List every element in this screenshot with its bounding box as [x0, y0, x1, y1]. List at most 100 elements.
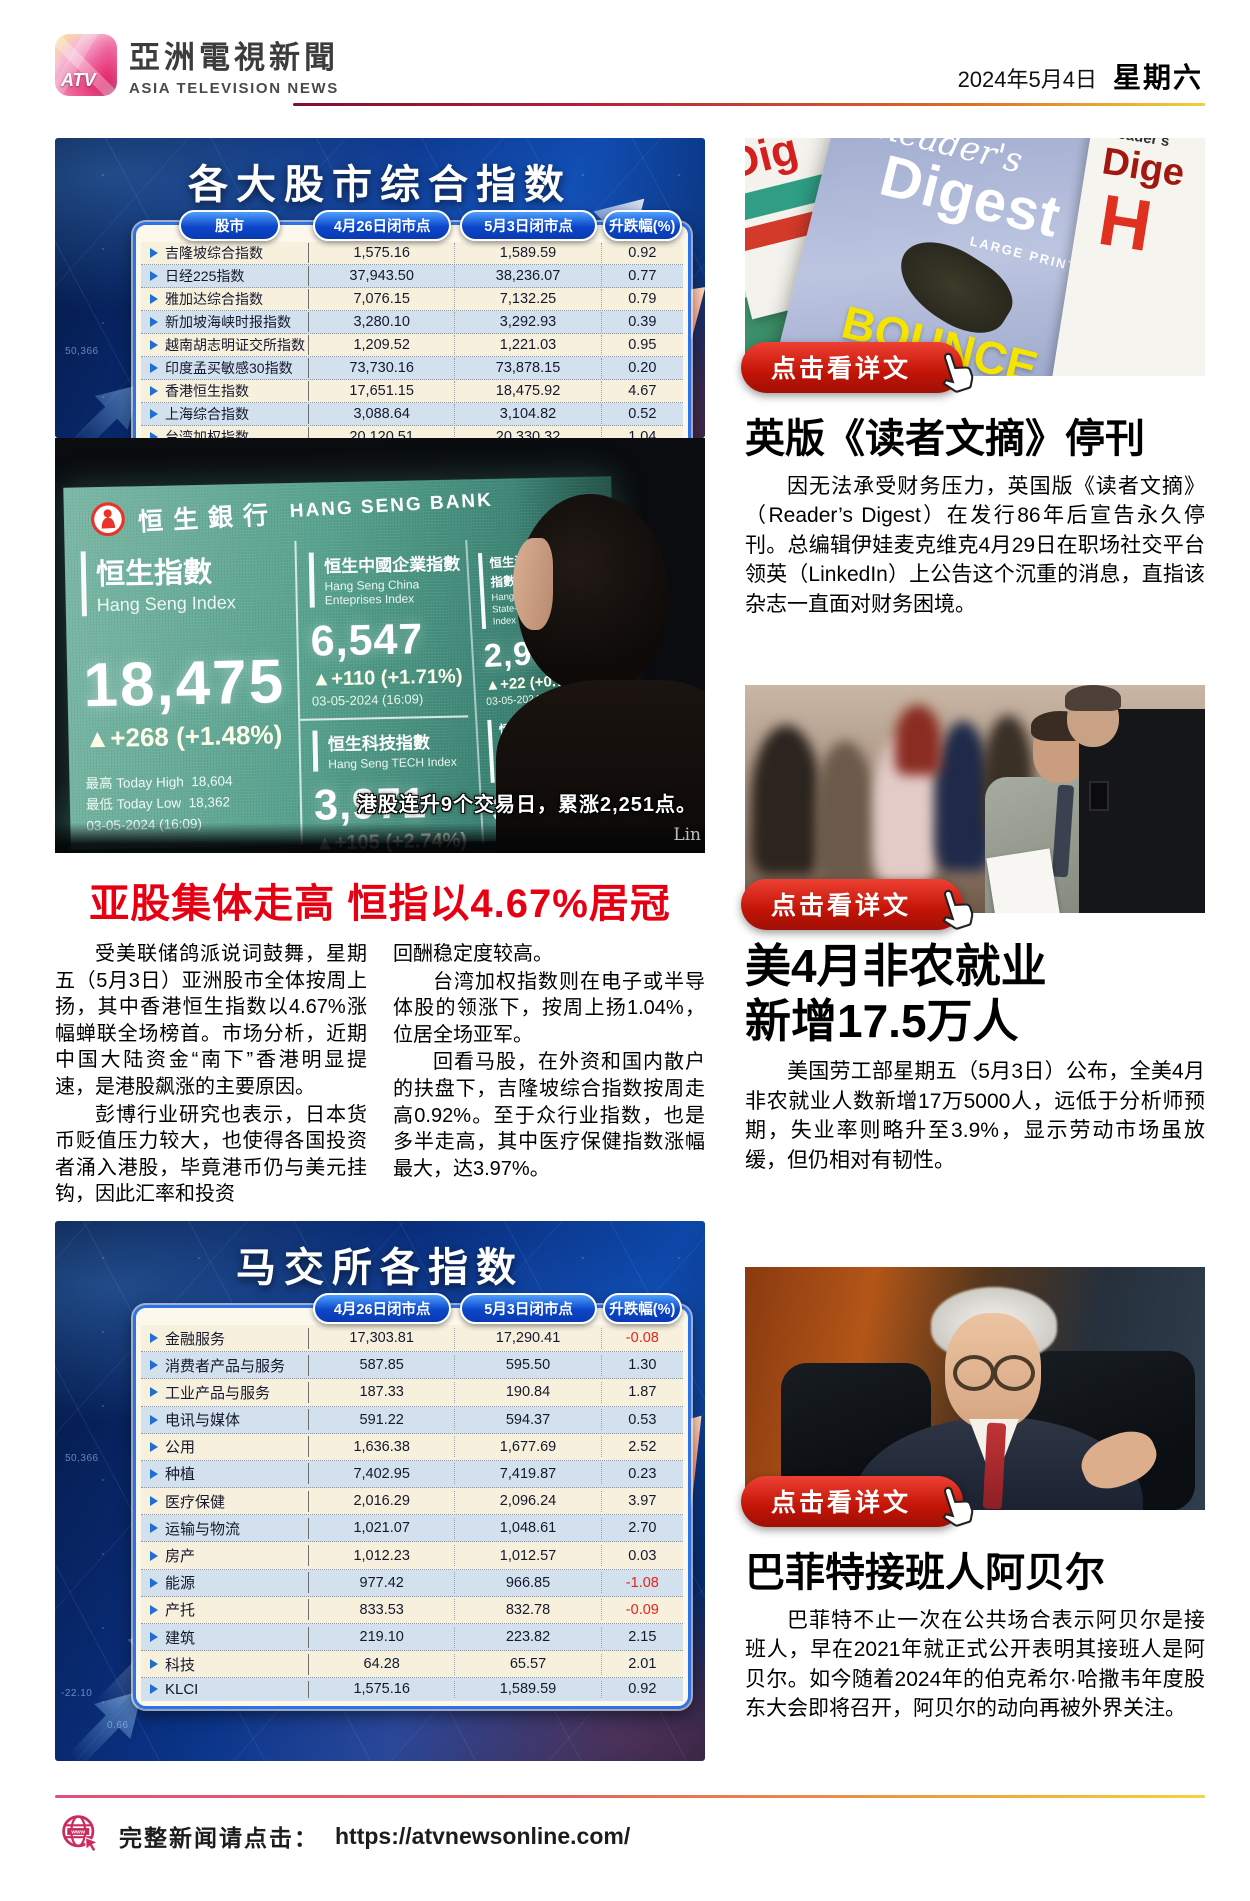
prev-close: 1,021.07 — [309, 1517, 456, 1539]
bullet-triangle-icon — [150, 1360, 158, 1371]
table-row: 公用 1,636.38 1,677.69 2.52 — [141, 1433, 683, 1461]
bullet-triangle-icon — [150, 294, 158, 304]
read-more-button[interactable]: 点击看详文 — [741, 1475, 974, 1527]
column-header: 5月3日闭市点 — [459, 210, 598, 241]
sector-name: 建筑 — [165, 1629, 196, 1647]
prev-close: 587.85 — [309, 1354, 456, 1376]
bullet-triangle-icon — [150, 317, 158, 327]
table-row: 工业产品与服务 187.33 190.84 1.87 — [141, 1379, 683, 1407]
latest-close: 1,589.59 — [455, 243, 602, 263]
news-body: 因无法承受财务压力，英国版《读者文摘》（Reader’s Digest）在发行8… — [745, 475, 1205, 616]
change-pct: 1.04 — [628, 429, 657, 438]
bullet-triangle-icon — [150, 1604, 158, 1615]
hand-cursor-icon — [925, 881, 985, 941]
change-pct: 2.70 — [628, 1520, 657, 1537]
column-header: 升跌幅(%) — [602, 210, 682, 241]
read-more-button[interactable]: 点击看详文 — [741, 878, 974, 930]
index-title: 恒生科技指數 — [327, 733, 431, 755]
prev-close: 2,016.29 — [309, 1490, 456, 1512]
hang-seng-photo: 恒生銀行 HANG SENG BANK 恒生指數 Hang Seng Index… — [55, 438, 705, 853]
change-pct: -0.09 — [625, 1601, 659, 1618]
latest-close: 2,096.24 — [455, 1490, 602, 1512]
latest-close: 1,589.59 — [455, 1680, 602, 1698]
page-header: ATV 亞洲電視新聞 ASIA TELEVISION NEWS 2024年5月4… — [55, 26, 1205, 110]
prev-close: 3,088.64 — [309, 404, 456, 424]
prev-close: 977.42 — [309, 1572, 456, 1594]
column-header: 股市 — [178, 210, 281, 241]
bank-name-en: HANG SENG BANK — [289, 489, 494, 522]
change-pct: 0.95 — [628, 337, 657, 353]
bullet-triangle-icon — [150, 1333, 158, 1344]
prev-close: 20,120.51 — [309, 427, 456, 438]
bullet-triangle-icon — [150, 1523, 158, 1534]
index-change: ▲+2 — [493, 829, 526, 849]
index-name: 越南胡志明证交所指数 — [165, 337, 305, 353]
right-column: Dig Reader's Digest LARGE PRINT BOUNCE B… — [741, 138, 1205, 1761]
hang-seng-bank-logo — [89, 500, 127, 543]
index-subtitle: Hang Seng Index — [96, 592, 237, 616]
table-row: 消费者产品与服务 587.85 595.50 1.30 — [141, 1352, 683, 1380]
change-pct: 2.52 — [628, 1438, 657, 1455]
sector-name: 金融服务 — [165, 1330, 226, 1348]
news-body: 美国劳工部星期五（5月3日）公布，全美4月非农就业人数新增17万5000人，远低… — [745, 1060, 1205, 1172]
index-name: 上海综合指数 — [165, 406, 249, 422]
latest-close: 38,236.07 — [455, 266, 602, 286]
klse-table-title: 马交所各指数 — [236, 1245, 524, 1290]
sector-name: 电讯与媒体 — [165, 1412, 241, 1430]
latest-close: 190.84 — [455, 1381, 602, 1403]
change-pct: -1.08 — [625, 1574, 659, 1591]
sector-name: 房产 — [165, 1548, 196, 1566]
index-name: 香港恒生指数 — [165, 383, 249, 399]
news-item-us-jobs: 点击看详文 美4月非农就业 新增17.5万人 美国劳工部星期五（5月3日）公布，… — [741, 684, 1205, 1175]
change-pct: 4.67 — [628, 383, 657, 399]
prev-close: 1,575.16 — [309, 243, 456, 263]
klse-table-header: 4月26日闭市点 5月3日闭市点 升跌幅(%) — [141, 1292, 683, 1324]
globe-www-icon: www — [59, 1812, 103, 1861]
table-row: 上海综合指数 3,088.64 3,104.82 0.52 — [141, 403, 683, 426]
index-time: 03-05-2024 (16:09) — [311, 691, 424, 709]
index-name: 雅加达综合指数 — [165, 291, 263, 307]
latest-close: 1,048.61 — [455, 1517, 602, 1539]
change-pct: 0.92 — [628, 1681, 657, 1698]
bullet-triangle-icon — [150, 409, 158, 419]
bg-number: 50,366 — [65, 346, 99, 357]
latest-close: 223.82 — [455, 1626, 602, 1648]
table-row: 新加坡海峡时报指数 3,280.10 3,292.93 0.39 — [141, 311, 683, 334]
sector-name: 科技 — [165, 1656, 196, 1674]
prev-close: 1,209.52 — [309, 335, 456, 355]
sector-name: KLCI — [165, 1680, 199, 1698]
change-pct: 0.52 — [628, 406, 657, 422]
bullet-triangle-icon — [150, 1496, 158, 1507]
sector-name: 工业产品与服务 — [165, 1384, 271, 1402]
column-header: 4月26日闭市点 — [313, 1292, 451, 1324]
readers-digest-photo: Dig Reader's Digest LARGE PRINT BOUNCE B… — [745, 138, 1205, 376]
latest-close: 7,132.25 — [455, 289, 602, 309]
klse-table: 4月26日闭市点 5月3日闭市点 升跌幅(%) 金融服务 17,303.81 1… — [133, 1292, 691, 1709]
bullet-triangle-icon — [150, 1684, 158, 1695]
prev-close: 1,575.16 — [309, 1680, 456, 1698]
table-row: 建筑 219.10 223.82 2.15 — [141, 1624, 683, 1652]
table-row: 印度孟买敏感30指数 73,730.16 73,878.15 0.20 — [141, 357, 683, 380]
weekday-label: 星期六 — [1112, 62, 1203, 93]
bullet-triangle-icon — [150, 1659, 158, 1670]
brand: ATV 亞洲電視新聞 ASIA TELEVISION NEWS — [55, 32, 339, 97]
date-label: 2024年5月4日 — [957, 67, 1097, 92]
table-row: 日经225指数 37,943.50 38,236.07 0.77 — [141, 265, 683, 288]
photo-corner-text: Lin — [673, 825, 701, 845]
bullet-triangle-icon — [150, 1441, 158, 1452]
site-url[interactable]: https://atvnewsonline.com/ — [335, 1822, 631, 1849]
read-more-button[interactable]: 点击看详文 — [741, 342, 974, 393]
latest-close: 7,419.87 — [455, 1463, 602, 1485]
bullet-triangle-icon — [150, 271, 158, 281]
index-subtitle: Hang Seng China Enteprises Index — [324, 577, 420, 608]
prev-close: 7,402.95 — [309, 1463, 456, 1485]
atv-logo-text: ATV — [61, 69, 96, 90]
bullet-triangle-icon — [150, 363, 158, 373]
latest-close: 20,330.32 — [455, 427, 602, 438]
bg-number: -22.10 — [61, 1687, 93, 1699]
sector-name: 产托 — [165, 1602, 196, 1620]
bullet-triangle-icon — [150, 432, 158, 438]
table-row: 吉隆坡综合指数 1,575.16 1,589.59 0.92 — [141, 242, 683, 265]
bank-header: 恒生銀行 HANG SENG BANK — [89, 480, 494, 543]
sector-name: 公用 — [165, 1439, 196, 1457]
